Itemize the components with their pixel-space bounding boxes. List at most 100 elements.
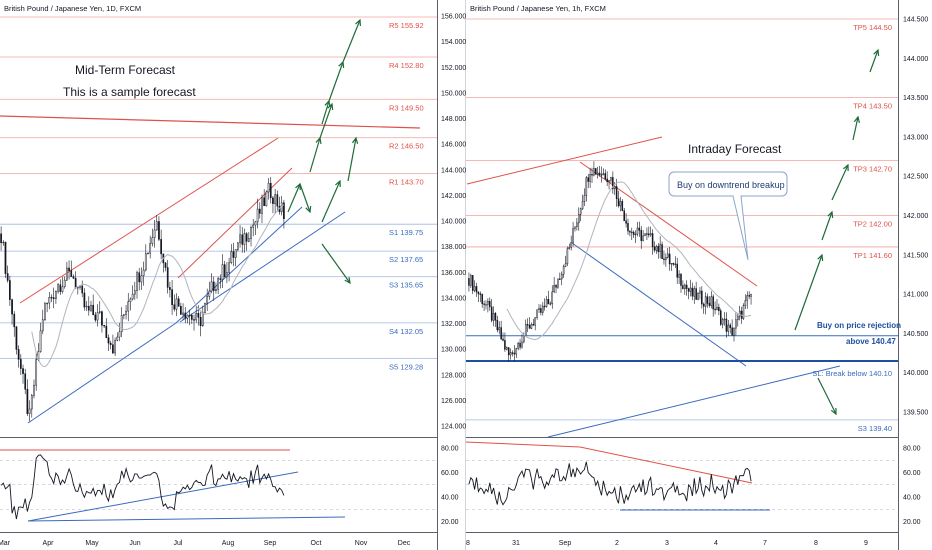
candle-body xyxy=(651,233,654,248)
candle-body xyxy=(28,408,31,414)
candle-body xyxy=(540,308,542,313)
candle-body xyxy=(684,284,686,289)
candle-body xyxy=(24,373,27,390)
candle-body xyxy=(30,395,33,410)
candle-body xyxy=(272,197,274,204)
candle-body xyxy=(0,233,2,244)
candle-body xyxy=(702,303,705,307)
candle-body xyxy=(114,340,116,354)
candle-body xyxy=(560,273,563,280)
right-level-label: SL: Break below 140.10 xyxy=(812,369,892,378)
right-y-tick: 143.000 xyxy=(903,134,928,141)
candle-body xyxy=(695,288,697,300)
candle-body xyxy=(471,275,474,291)
candle-body xyxy=(232,251,235,258)
candle-body xyxy=(212,281,215,291)
candle-body xyxy=(92,304,95,316)
candle-body xyxy=(566,248,569,265)
right-level-label: TP3 142.70 xyxy=(853,164,892,173)
right-y-tick: 143.500 xyxy=(903,95,928,102)
candle-body xyxy=(120,315,123,333)
candle-body xyxy=(138,272,141,283)
candle-body xyxy=(697,293,699,300)
candle-body xyxy=(245,233,248,242)
candle-body xyxy=(731,327,733,336)
candle-body xyxy=(636,227,639,235)
right-candles xyxy=(468,161,752,362)
candle-body xyxy=(543,305,546,308)
candle-body xyxy=(596,172,599,175)
candle-body xyxy=(634,233,637,236)
candle-body xyxy=(101,311,103,326)
candle-body xyxy=(670,263,673,265)
left-y-tick: 154.000 xyxy=(441,39,466,46)
candle-body xyxy=(140,275,143,283)
left-oscillator: 80.00 60.00 40.00 20.00 xyxy=(0,446,459,526)
candle-body xyxy=(83,292,86,308)
candle-body xyxy=(504,340,506,350)
left-y-tick: 150.000 xyxy=(441,90,466,97)
candle-body xyxy=(39,330,42,352)
candle-body xyxy=(678,273,680,278)
candle-body xyxy=(76,287,79,289)
candle-body xyxy=(625,220,627,224)
mid-term-forecast-title: Mid-Term Forecast xyxy=(75,63,176,77)
candle-body xyxy=(526,324,529,326)
candle-body xyxy=(632,231,635,235)
right-y-tick: 139.500 xyxy=(903,410,928,417)
candle-body xyxy=(653,246,656,251)
left-y-tick: 132.000 xyxy=(441,321,466,328)
candle-body xyxy=(17,349,20,360)
candle-body xyxy=(90,304,92,311)
candle-body xyxy=(595,168,597,175)
left-y-tick: 134.000 xyxy=(441,295,466,302)
candle-body xyxy=(710,296,713,306)
left-y-tick: 138.000 xyxy=(441,244,466,251)
candle-body xyxy=(746,295,749,301)
forecast-arrow xyxy=(321,180,341,223)
candle-body xyxy=(81,285,84,294)
candle-body xyxy=(506,347,508,350)
candle-body xyxy=(536,309,538,318)
left-x-tick: Dec xyxy=(398,540,411,547)
left-x-tick: Jun xyxy=(129,540,140,547)
left-level-label: R2 146.50 xyxy=(389,142,424,151)
candle-body xyxy=(699,290,701,294)
candle-body xyxy=(631,231,633,234)
forecast-arrow xyxy=(869,49,879,73)
candle-body xyxy=(237,242,239,250)
candle-body xyxy=(68,267,70,271)
callout-text: Buy on downtrend breakup xyxy=(677,180,785,190)
candle-body xyxy=(197,312,200,318)
candle-body xyxy=(9,280,11,300)
candle-body xyxy=(468,278,470,286)
candle-body xyxy=(487,300,489,305)
candle-body xyxy=(55,291,57,299)
candle-body xyxy=(118,331,121,338)
candle-body xyxy=(13,313,16,328)
left-y-tick: 136.000 xyxy=(441,270,466,277)
forecast-arrow xyxy=(852,116,859,141)
candle-body xyxy=(164,262,167,268)
left-y-tick: 128.000 xyxy=(441,372,466,379)
forecast-arrowhead xyxy=(830,407,837,416)
candle-body xyxy=(665,257,667,261)
forecast-arrow xyxy=(319,103,333,139)
candle-body xyxy=(524,324,527,336)
candle-body xyxy=(718,306,720,311)
candle-body xyxy=(204,302,206,314)
forecast-arrowhead xyxy=(817,253,824,262)
candle-body xyxy=(201,312,204,327)
candle-body xyxy=(256,208,259,223)
candle-body xyxy=(87,305,90,311)
right-osc-tick: 60.00 xyxy=(903,470,921,477)
buy-label-2: above 140.47 xyxy=(846,337,896,346)
candle-body xyxy=(136,272,138,291)
left-chart-title: British Pound / Japanese Yen, 1D, FXCM xyxy=(4,4,141,13)
candle-body xyxy=(206,296,209,304)
forecast-arrowhead xyxy=(355,18,361,27)
candle-body xyxy=(719,310,722,325)
candle-body xyxy=(2,241,5,244)
candle-body xyxy=(549,303,552,305)
candle-body xyxy=(589,174,591,182)
